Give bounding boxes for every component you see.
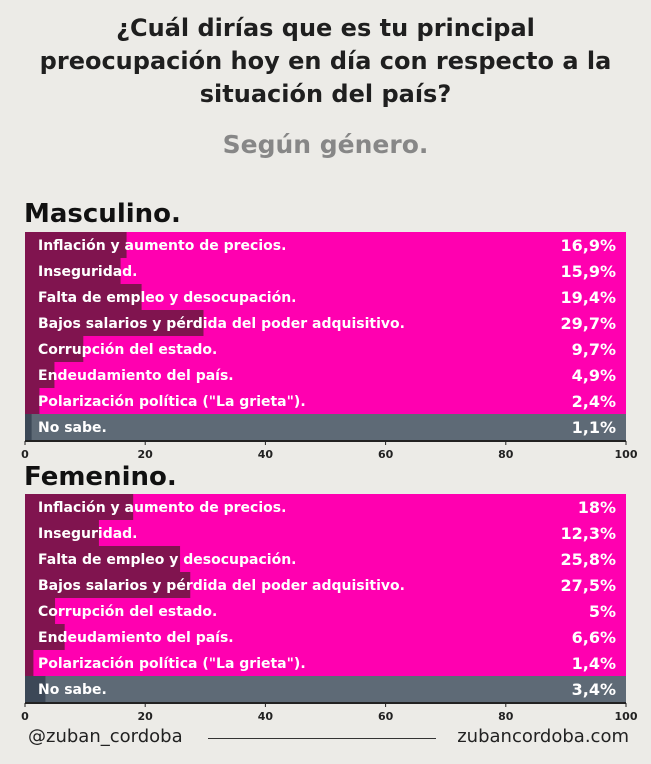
chart-subtitle: Según género. bbox=[222, 130, 429, 159]
value-label: 3,4% bbox=[572, 680, 616, 699]
title-line: preocupación hoy en día con respecto a l… bbox=[39, 47, 612, 75]
value-label: 27,5% bbox=[560, 576, 616, 595]
bar bbox=[25, 572, 191, 598]
bar-background bbox=[25, 598, 626, 624]
value-label: 5% bbox=[589, 602, 616, 621]
bar bbox=[25, 546, 181, 572]
bar-background bbox=[25, 650, 626, 676]
category-label: Inseguridad. bbox=[38, 264, 138, 280]
value-label: 15,9% bbox=[560, 262, 616, 281]
value-label: 2,4% bbox=[572, 392, 616, 411]
footer-handle: @zuban_cordoba bbox=[28, 726, 183, 747]
title-line: situación del país? bbox=[199, 80, 452, 108]
category-label: Inseguridad. bbox=[38, 526, 138, 542]
category-label: No sabe. bbox=[38, 420, 107, 436]
bar-background bbox=[25, 624, 626, 650]
x-tick-label: 40 bbox=[258, 710, 274, 723]
bar-background bbox=[25, 520, 626, 546]
bar bbox=[25, 284, 142, 310]
bar-background bbox=[25, 336, 626, 362]
category-label: Polarización política ("La grieta"). bbox=[38, 656, 306, 672]
category-label: Bajos salarios y pérdida del poder adqui… bbox=[38, 578, 405, 594]
value-label: 1,1% bbox=[572, 418, 616, 437]
bar bbox=[25, 414, 32, 440]
chart-masculino: Inflación y aumento de precios. 16,9% Inse… bbox=[21, 232, 638, 461]
x-tick-label: 20 bbox=[138, 710, 154, 723]
bar bbox=[25, 676, 46, 702]
category-label: Corrupción del estado. bbox=[38, 342, 217, 358]
value-label: 19,4% bbox=[560, 288, 616, 307]
category-label: Corrupción del estado. bbox=[38, 604, 217, 620]
chart-title: ¿Cuál dirías que es tu principal preocup… bbox=[0, 12, 651, 111]
x-tick-label: 0 bbox=[21, 448, 29, 461]
x-tick-label: 100 bbox=[615, 710, 638, 723]
value-label: 16,9% bbox=[560, 236, 616, 255]
value-label: 12,3% bbox=[560, 524, 616, 543]
x-tick-label: 80 bbox=[498, 710, 514, 723]
category-label: Inflación y aumento de precios. bbox=[38, 238, 286, 254]
bar bbox=[25, 258, 121, 284]
section-title-masculino: Masculino. bbox=[24, 199, 181, 229]
category-label: No sabe. bbox=[38, 682, 107, 698]
category-label: Endeudamiento del país. bbox=[38, 630, 234, 646]
value-label: 9,7% bbox=[572, 340, 616, 359]
category-label: Falta de empleo y desocupación. bbox=[38, 552, 297, 568]
bar bbox=[25, 650, 34, 676]
category-label: Inflación y aumento de precios. bbox=[38, 500, 286, 516]
footer-website: zubancordoba.com bbox=[457, 726, 629, 747]
title-line: ¿Cuál dirías que es tu principal bbox=[116, 14, 535, 42]
bar-background bbox=[25, 258, 626, 284]
bar-background bbox=[25, 676, 626, 702]
category-label: Falta de empleo y desocupación. bbox=[38, 290, 297, 306]
value-label: 4,9% bbox=[572, 366, 616, 385]
bar bbox=[25, 362, 55, 388]
bar bbox=[25, 388, 40, 414]
bar-background bbox=[25, 414, 626, 440]
category-label: Polarización política ("La grieta"). bbox=[38, 394, 306, 410]
bar bbox=[25, 520, 99, 546]
bar bbox=[25, 232, 127, 258]
bar bbox=[25, 598, 56, 624]
bar bbox=[25, 624, 65, 650]
bar bbox=[25, 310, 204, 336]
category-label: Bajos salarios y pérdida del poder adqui… bbox=[38, 316, 405, 332]
x-tick-label: 80 bbox=[498, 448, 514, 461]
bar-background bbox=[25, 388, 626, 414]
value-label: 1,4% bbox=[572, 654, 616, 673]
chart-femenino: Inflación y aumento de precios. 18% Insegu… bbox=[21, 494, 638, 723]
x-tick-label: 20 bbox=[138, 448, 154, 461]
value-label: 29,7% bbox=[560, 314, 616, 333]
footer-divider bbox=[208, 738, 436, 739]
value-label: 6,6% bbox=[572, 628, 616, 647]
x-tick-label: 100 bbox=[615, 448, 638, 461]
x-tick-label: 0 bbox=[21, 710, 29, 723]
x-tick-label: 40 bbox=[258, 448, 274, 461]
category-label: Endeudamiento del país. bbox=[38, 368, 234, 384]
value-label: 25,8% bbox=[560, 550, 616, 569]
bar bbox=[25, 336, 84, 362]
bar-background bbox=[25, 362, 626, 388]
x-tick-label: 60 bbox=[378, 710, 394, 723]
value-label: 18% bbox=[578, 498, 616, 517]
section-title-femenino: Femenino. bbox=[24, 462, 177, 492]
x-tick-label: 60 bbox=[378, 448, 394, 461]
bar bbox=[25, 494, 134, 520]
